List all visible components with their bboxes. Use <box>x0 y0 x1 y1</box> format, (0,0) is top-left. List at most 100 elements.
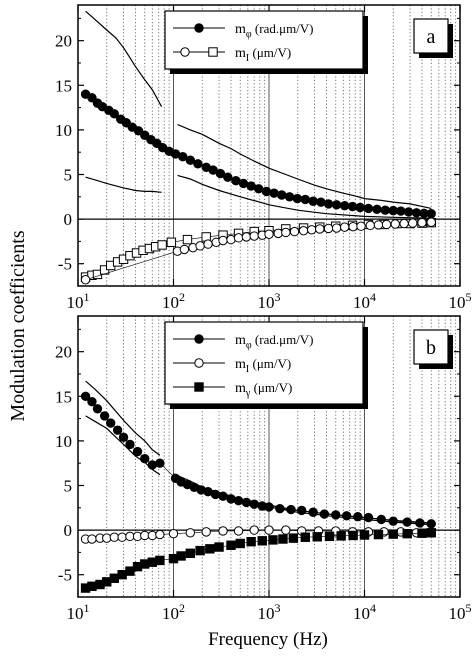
y-tick-label: 10 <box>55 432 72 451</box>
point-14 <box>273 228 283 239</box>
point-34 <box>316 197 326 207</box>
point-27 <box>336 531 346 541</box>
point-13 <box>264 229 274 239</box>
point-10 <box>147 460 158 470</box>
point-5 <box>109 109 120 119</box>
point-21 <box>268 535 278 545</box>
y-tick-label: 20 <box>55 32 72 51</box>
point-19 <box>315 224 325 234</box>
point-26 <box>253 184 264 194</box>
point-18 <box>193 159 203 169</box>
y-axis-ticks: -5 0 5 10 15 20 <box>55 328 460 598</box>
point-15 <box>205 544 215 554</box>
point-12 <box>185 528 196 538</box>
point-20 <box>257 536 267 546</box>
panel-label-box <box>413 329 449 365</box>
point-26 <box>373 220 384 230</box>
point-40 <box>363 203 374 214</box>
point-37 <box>402 517 412 527</box>
point-24 <box>356 221 366 231</box>
point-23 <box>288 533 299 543</box>
envelope-curve-2 <box>173 473 432 524</box>
point-7 <box>125 439 135 450</box>
point-14 <box>195 545 205 556</box>
point-0 <box>80 275 91 285</box>
point-23 <box>249 499 259 509</box>
point-31 <box>417 217 427 228</box>
y-tick-label: -5 <box>58 566 72 585</box>
point-5 <box>117 532 127 542</box>
point-37 <box>339 201 350 211</box>
point-29 <box>399 218 409 229</box>
point-5 <box>117 569 127 580</box>
x-tick-label: 102 <box>162 290 185 312</box>
point-34 <box>426 528 436 538</box>
point-3 <box>102 533 112 543</box>
point-32 <box>402 528 412 539</box>
point-11 <box>168 528 179 539</box>
point-15 <box>233 526 244 536</box>
point-29 <box>359 530 370 540</box>
point-legend <box>194 334 204 344</box>
point-legend <box>208 47 218 57</box>
y-tick-label: 5 <box>64 476 73 495</box>
point-24 <box>238 178 249 189</box>
point-16 <box>214 542 224 552</box>
point-27 <box>381 219 392 230</box>
point-13 <box>201 527 211 537</box>
point-32 <box>426 217 436 227</box>
legend-label: mφ (rad.μm/V) <box>235 332 314 351</box>
point-22 <box>339 222 350 232</box>
legend-entry: mI (μm/V) <box>173 356 291 375</box>
point-33 <box>308 196 318 206</box>
point-28 <box>390 219 400 229</box>
point-26 <box>275 503 285 514</box>
point-38 <box>347 201 358 212</box>
panel-label: a <box>413 18 453 58</box>
x-tick-label: 104 <box>353 601 376 623</box>
point-13 <box>185 548 196 558</box>
point-9 <box>133 126 144 136</box>
point-13 <box>166 237 177 247</box>
x-tick-label: 105 <box>449 601 472 623</box>
x-axis-label: Frequency (Hz) <box>208 629 328 650</box>
y-tick-label: 5 <box>64 165 73 184</box>
y-tick-label: 0 <box>64 210 73 229</box>
point-1 <box>87 534 97 544</box>
point-legend <box>194 358 204 368</box>
legend: mφ (rad.μm/V) mI (μm/V) <box>164 10 368 74</box>
legend-label: mI (μm/V) <box>235 356 291 375</box>
point-16 <box>249 525 259 535</box>
point-legend <box>194 23 204 33</box>
point-31 <box>331 510 341 520</box>
point-29 <box>308 507 318 517</box>
point-30 <box>284 192 295 202</box>
point-3 <box>99 411 110 421</box>
point-44 <box>396 206 406 216</box>
point-18 <box>210 489 221 500</box>
point-28 <box>348 530 358 541</box>
point-20 <box>226 494 236 504</box>
point-10 <box>155 529 165 540</box>
legend-label: mγ (μm/V) <box>235 380 292 399</box>
point-28 <box>269 188 279 198</box>
y-axis-ticks: -5 0 5 10 15 20 <box>55 17 460 287</box>
point-48 <box>426 209 436 219</box>
point-35 <box>323 199 334 209</box>
y-tick-label: 15 <box>55 76 72 95</box>
point-39 <box>426 519 436 529</box>
point-18 <box>307 225 317 235</box>
point-9 <box>140 454 150 464</box>
point-11 <box>155 458 165 468</box>
legend-entry: mφ (rad.μm/V) <box>173 21 314 40</box>
envelope-curves <box>85 10 432 219</box>
legend: mφ (rad.μm/V) mI (μm/V) mγ (μm/V) <box>164 321 368 409</box>
point-38 <box>415 518 425 528</box>
point-31 <box>388 529 398 539</box>
y-tick-label: 10 <box>55 121 72 140</box>
point-12 <box>157 240 167 250</box>
point-2 <box>179 244 190 255</box>
point-23 <box>348 221 358 232</box>
